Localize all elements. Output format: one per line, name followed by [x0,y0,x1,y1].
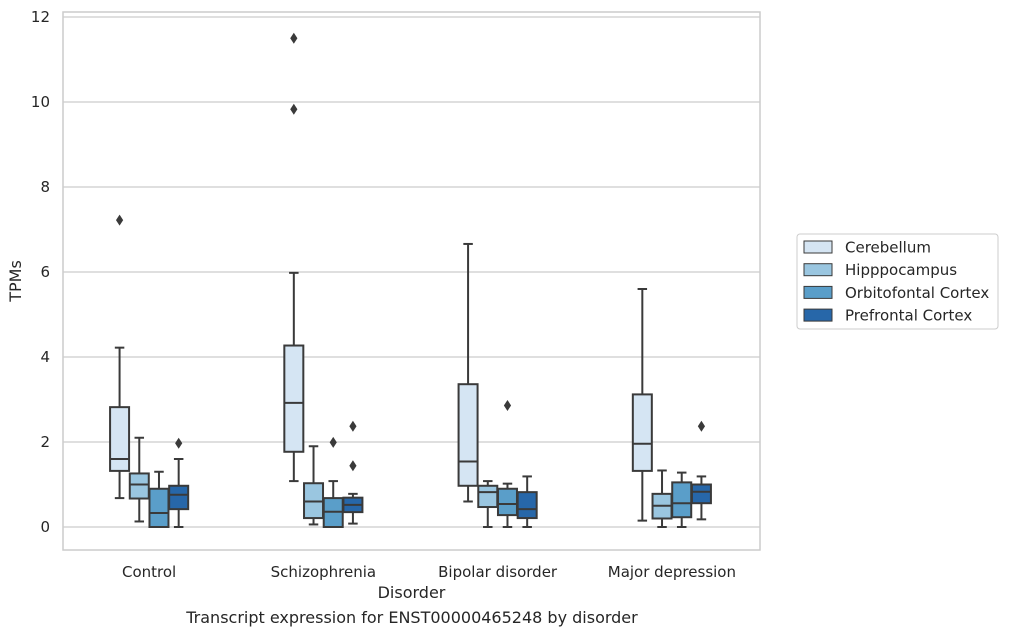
legend-item-3: Orbitofontal Cortex [803,284,989,302]
box-1-3 [148,470,170,528]
box-2-2 [303,445,325,526]
box-3-2 [477,480,499,528]
y-tick-label-6: 6 [40,263,50,281]
legend-label: Cerebellum [845,239,931,257]
legend-label: Orbitofontal Cortex [845,284,989,302]
iqr-box [516,491,538,520]
x-tick-label-4: Major depression [608,563,736,581]
box-3-4 [516,475,538,528]
box-4-1 [631,288,653,522]
iqr-box [671,481,693,519]
iqr-box [148,487,170,528]
x-tick-label-2: Schizophrenia [271,563,376,581]
outlier-point [115,214,124,226]
outlier-point [503,399,512,411]
legend-frame [796,233,999,330]
iqr-box [631,393,653,472]
legend-items: Cerebellum Hipppocampus Orbitofontal Corte… [803,239,989,325]
boxes [109,32,712,529]
outlier-point [349,420,357,432]
box-1-1 [109,214,131,500]
y-tick-labels: 0 2 4 6 8 10 12 [31,8,50,536]
outlier-point [290,103,298,115]
box-1-4 [168,437,190,528]
legend-item-2: Hipppocampus [803,261,957,279]
outlier-point [349,460,357,472]
y-tick-label-2: 2 [40,433,50,451]
box-2-3 [322,436,344,529]
box-2-4 [342,420,364,525]
box-4-4 [690,420,712,521]
legend-item-1: Cerebellum [803,239,931,257]
iqr-box [496,487,518,517]
plot-frame [62,11,761,551]
legend: Cerebellum Hipppocampus Orbitofontal Corte… [796,233,999,330]
outlier-point [697,420,706,432]
outlier-point [175,437,183,449]
iqr-box [690,483,712,505]
x-tick-label-1: Control [122,563,176,581]
chart-caption: Transcript expression for ENST0000046524… [186,608,638,627]
box-1-2 [128,436,150,523]
iqr-box [109,406,131,472]
box-4-2 [651,469,673,528]
y-tick-label-0: 0 [40,518,50,536]
legend-swatch [803,308,833,322]
gridlines [63,16,760,528]
iqr-box [457,383,479,487]
legend-label: Prefrontal Cortex [845,307,972,325]
y-tick-label-12: 12 [31,8,50,26]
box-3-3 [496,399,518,528]
legend-swatch [803,263,833,277]
y-tick-label-4: 4 [40,348,50,366]
legend-item-4: Prefrontal Cortex [803,307,972,325]
legend-label: Hipppocampus [845,261,957,279]
outlier-point [329,436,337,448]
box-2-1 [283,32,305,483]
y-tick-label-8: 8 [40,178,50,196]
x-tick-labels: Control Schizophrenia Bipolar disorder Majo… [122,563,736,581]
iqr-box [283,344,305,453]
legend-swatch [803,240,833,254]
iqr-box [168,484,190,511]
y-axis-label: TPMs [6,260,25,303]
box-3-1 [457,242,479,503]
iqr-box [128,472,150,500]
y-tick-label-10: 10 [31,93,50,111]
iqr-box [477,484,499,509]
outlier-point [290,32,298,44]
legend-swatch [803,285,833,299]
x-tick-label-3: Bipolar disorder [438,563,558,581]
box-4-3 [671,471,693,528]
x-axis-label: Disorder [378,583,446,602]
